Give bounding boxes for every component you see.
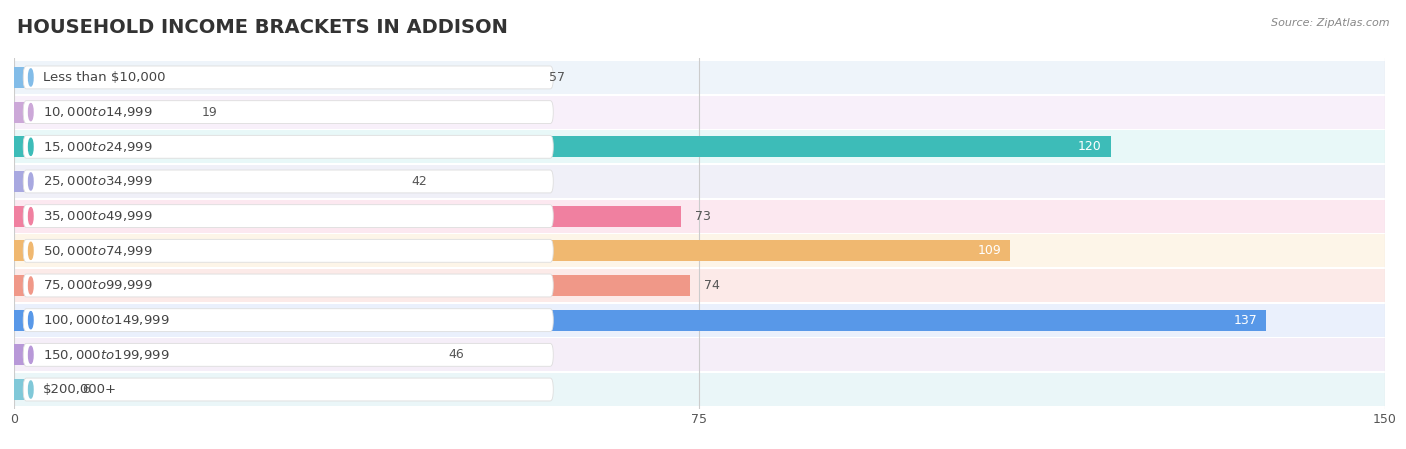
Text: $50,000 to $74,999: $50,000 to $74,999: [44, 244, 153, 258]
Text: 57: 57: [548, 71, 565, 84]
Bar: [14, 61, 1385, 94]
Circle shape: [28, 312, 34, 329]
Circle shape: [28, 207, 34, 225]
FancyBboxPatch shape: [22, 239, 554, 262]
Bar: [14, 165, 1385, 198]
Bar: [14, 102, 188, 123]
Text: $200,000+: $200,000+: [44, 383, 117, 396]
Text: HOUSEHOLD INCOME BRACKETS IN ADDISON: HOUSEHOLD INCOME BRACKETS IN ADDISON: [17, 18, 508, 37]
FancyBboxPatch shape: [22, 309, 554, 332]
Text: $75,000 to $99,999: $75,000 to $99,999: [44, 278, 153, 292]
Bar: [14, 310, 1267, 330]
Text: $35,000 to $49,999: $35,000 to $49,999: [44, 209, 153, 223]
Bar: [14, 96, 1385, 128]
Circle shape: [28, 346, 34, 363]
Text: 109: 109: [977, 244, 1001, 257]
Text: $150,000 to $199,999: $150,000 to $199,999: [44, 348, 170, 362]
Circle shape: [28, 104, 34, 121]
Circle shape: [28, 242, 34, 260]
Text: 42: 42: [412, 175, 427, 188]
Bar: [14, 269, 1385, 302]
Text: $10,000 to $14,999: $10,000 to $14,999: [44, 105, 153, 119]
Text: 73: 73: [695, 210, 711, 223]
FancyBboxPatch shape: [22, 170, 554, 193]
Bar: [14, 200, 1385, 233]
Text: 74: 74: [704, 279, 720, 292]
Circle shape: [28, 173, 34, 190]
FancyBboxPatch shape: [22, 343, 554, 366]
Circle shape: [28, 277, 34, 294]
Circle shape: [28, 138, 34, 155]
Bar: [14, 136, 1111, 157]
Text: 6: 6: [83, 383, 90, 396]
FancyBboxPatch shape: [22, 205, 554, 228]
FancyBboxPatch shape: [22, 101, 554, 123]
Circle shape: [28, 381, 34, 398]
Text: 19: 19: [201, 106, 217, 119]
Text: Less than $10,000: Less than $10,000: [44, 71, 166, 84]
Bar: [14, 206, 682, 227]
Text: 137: 137: [1233, 314, 1257, 327]
Bar: [14, 344, 434, 365]
FancyBboxPatch shape: [22, 378, 554, 401]
Bar: [14, 240, 1010, 261]
Text: $100,000 to $149,999: $100,000 to $149,999: [44, 313, 170, 327]
FancyBboxPatch shape: [22, 135, 554, 158]
Text: Source: ZipAtlas.com: Source: ZipAtlas.com: [1271, 18, 1389, 28]
Bar: [14, 304, 1385, 337]
Text: 46: 46: [449, 348, 464, 361]
Bar: [14, 379, 69, 400]
Bar: [14, 234, 1385, 267]
Bar: [14, 67, 536, 88]
FancyBboxPatch shape: [22, 66, 554, 89]
Bar: [14, 373, 1385, 406]
Text: $25,000 to $34,999: $25,000 to $34,999: [44, 175, 153, 189]
FancyBboxPatch shape: [22, 274, 554, 297]
Text: $15,000 to $24,999: $15,000 to $24,999: [44, 140, 153, 154]
Bar: [14, 339, 1385, 371]
Bar: [14, 171, 398, 192]
Circle shape: [28, 69, 34, 86]
Bar: [14, 275, 690, 296]
Bar: [14, 130, 1385, 163]
Text: 120: 120: [1078, 140, 1102, 153]
